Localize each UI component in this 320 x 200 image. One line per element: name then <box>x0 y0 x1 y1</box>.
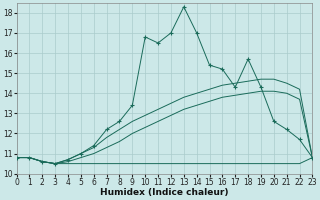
X-axis label: Humidex (Indice chaleur): Humidex (Indice chaleur) <box>100 188 229 197</box>
